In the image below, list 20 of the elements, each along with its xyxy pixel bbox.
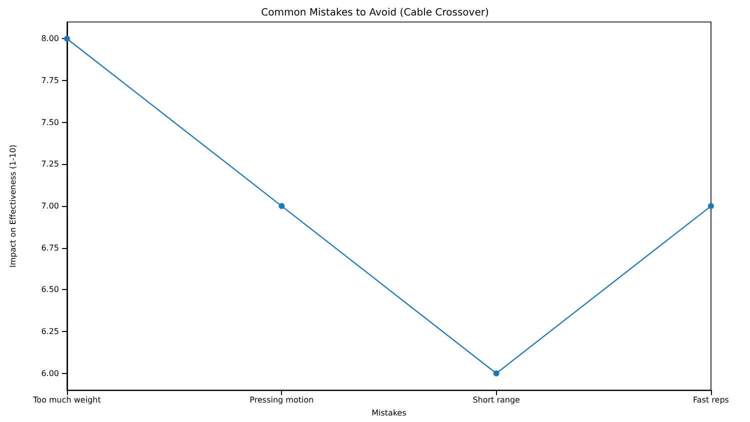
point bbox=[64, 36, 70, 42]
y-tick-label: 6.75 bbox=[41, 243, 59, 252]
y-axis-title: Impact on Effectiveness (1-10) bbox=[8, 144, 18, 268]
x-tick-label: Pressing motion bbox=[250, 396, 314, 405]
y-tick-label: 6.50 bbox=[41, 285, 59, 294]
x-axis-title: Mistakes bbox=[372, 408, 406, 418]
y-tick-label: 8.00 bbox=[41, 34, 59, 44]
x-tick-label: Short range bbox=[472, 396, 520, 405]
point bbox=[278, 203, 285, 210]
x-tick-label: Too much weight bbox=[32, 396, 101, 405]
x-tick-label: Fast reps bbox=[693, 396, 729, 405]
chart-title: Common Mistakes to Avoid (Cable Crossover) bbox=[261, 8, 489, 18]
point bbox=[493, 370, 500, 376]
y-tick-label: 7.75 bbox=[41, 76, 59, 86]
y-tick-label: 7.50 bbox=[41, 118, 59, 127]
y-tick-label: 7.25 bbox=[41, 160, 59, 169]
point bbox=[708, 203, 714, 210]
y-tick-label: 6.25 bbox=[41, 327, 59, 336]
y-tick-label: 7.00 bbox=[41, 202, 59, 211]
y-tick-label: 6.00 bbox=[41, 368, 59, 378]
